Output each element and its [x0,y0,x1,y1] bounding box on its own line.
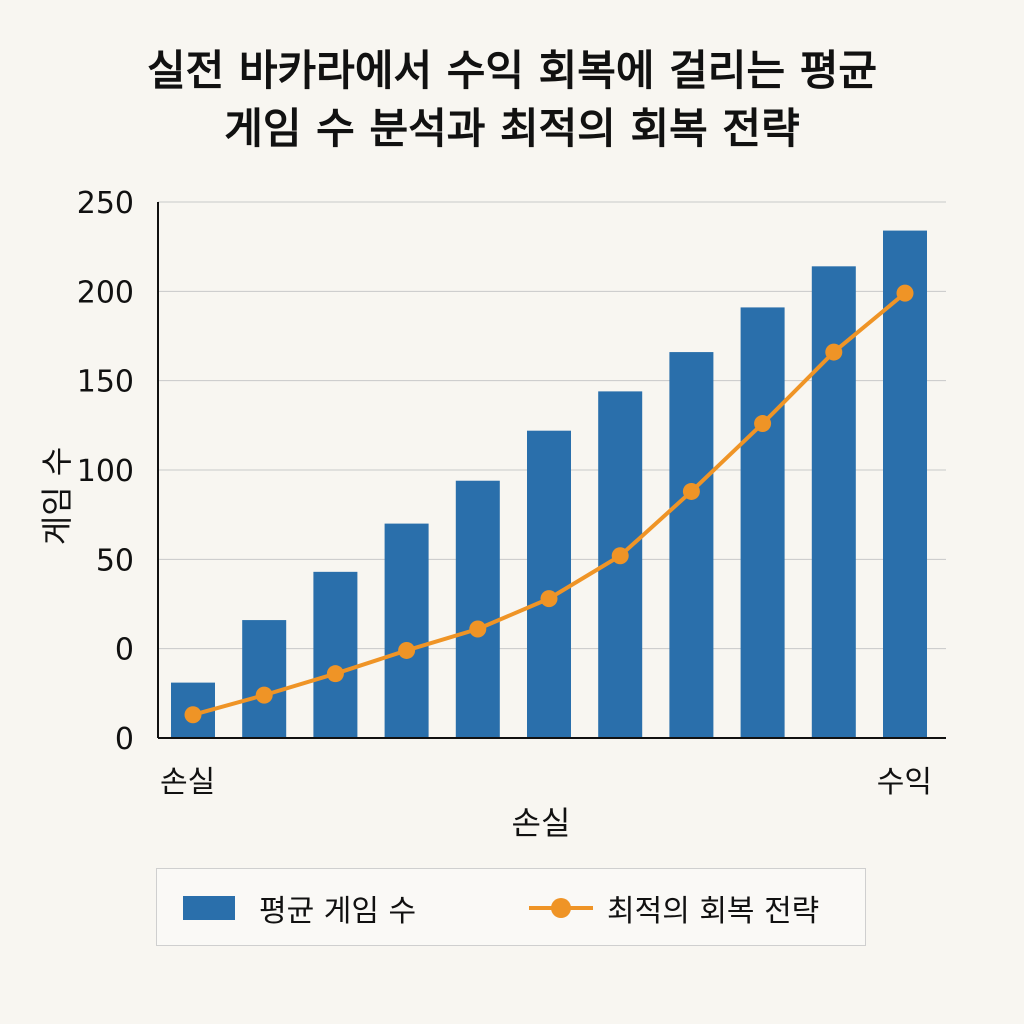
line-point [825,343,843,361]
y-tick-label: 100 [77,454,134,489]
legend-swatch-bar [183,896,235,920]
bar-series [171,230,927,738]
legend-item-bars: 평균 게임 수 [183,869,416,947]
line-point [326,665,344,683]
bar [313,571,358,738]
chart-legend: 평균 게임 수 최적의 회복 전략 [156,868,866,946]
bar [669,352,714,738]
legend-swatch-line [529,893,593,923]
x-end-label-left: 손실 [160,765,215,800]
y-axis-title: 게임 수 [38,447,76,546]
bar [527,430,571,738]
bar [455,480,500,738]
line-series [184,284,914,724]
line-point [896,284,914,302]
line-point [469,620,487,638]
y-tick-label: 0 [115,722,134,757]
legend-swatch-line-marker [551,898,571,918]
bar [242,620,287,738]
y-tick-label: 250 [77,186,134,221]
y-tick-label: 200 [77,275,134,310]
line-point [398,641,416,659]
line-point [255,686,273,704]
bar [883,230,927,738]
axes [157,202,946,739]
y-tick-label: 0 [115,633,134,668]
bar [740,307,785,738]
chart-title-line-2: 게임 수 분석과 최적의 회복 전략 [224,104,800,153]
legend-item-line: 최적의 회복 전략 [529,869,819,947]
legend-label-line: 최적의 회복 전략 [607,894,820,929]
legend-label-bars: 평균 게임 수 [259,894,417,929]
line-point [540,590,558,608]
bar [384,523,429,738]
line-point [682,482,700,500]
line-point [611,547,629,565]
chart-title: 실전 바카라에서 수익 회복에 걸리는 평균 게임 수 분석과 최적의 회복 전… [0,42,1024,158]
chart-plot: 250 200 150 100 50 0 0 손실 수익 손실 게임 수 [38,186,946,842]
line-point [754,415,772,433]
chart-title-line-1: 실전 바카라에서 수익 회복에 걸리는 평균 [147,46,877,95]
line-point [184,706,202,724]
x-end-label-right: 수익 [877,765,932,800]
y-tick-label: 150 [77,365,134,400]
x-axis-title: 손실 [512,804,571,842]
y-tick-label: 50 [96,543,134,578]
y-tick-labels: 250 200 150 100 50 0 0 [77,186,134,757]
